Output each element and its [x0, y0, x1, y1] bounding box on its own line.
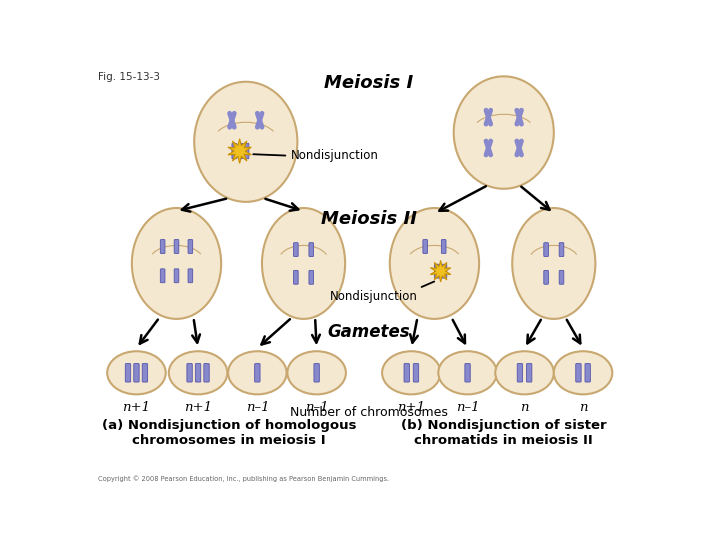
Ellipse shape: [382, 351, 441, 394]
FancyBboxPatch shape: [204, 363, 210, 382]
Text: Fig. 15-13-3: Fig. 15-13-3: [98, 72, 160, 83]
FancyBboxPatch shape: [434, 264, 439, 278]
FancyBboxPatch shape: [413, 363, 418, 382]
FancyBboxPatch shape: [232, 143, 237, 159]
FancyBboxPatch shape: [526, 363, 532, 382]
FancyBboxPatch shape: [441, 240, 446, 253]
FancyBboxPatch shape: [161, 240, 165, 253]
Text: Nondisjunction: Nondisjunction: [290, 149, 378, 162]
Text: n–1: n–1: [456, 401, 480, 414]
Ellipse shape: [454, 76, 554, 189]
Ellipse shape: [262, 208, 345, 319]
Text: (a) Nondisjunction of homologous
chromosomes in meiosis I: (a) Nondisjunction of homologous chromos…: [102, 419, 356, 447]
Text: n–1: n–1: [305, 401, 328, 414]
FancyBboxPatch shape: [404, 363, 410, 382]
Ellipse shape: [168, 351, 228, 394]
FancyBboxPatch shape: [423, 240, 428, 253]
Ellipse shape: [438, 351, 497, 394]
FancyBboxPatch shape: [143, 363, 148, 382]
FancyBboxPatch shape: [188, 240, 193, 253]
FancyBboxPatch shape: [244, 143, 249, 159]
Text: Copyright © 2008 Pearson Education, Inc., publishing as Pearson Benjamin Cumming: Copyright © 2008 Pearson Education, Inc.…: [98, 475, 389, 482]
Polygon shape: [228, 139, 251, 164]
Text: Gametes: Gametes: [328, 323, 410, 341]
Text: n+1: n+1: [184, 401, 212, 414]
FancyBboxPatch shape: [161, 269, 165, 283]
Ellipse shape: [228, 351, 287, 394]
FancyBboxPatch shape: [309, 271, 314, 284]
Text: Number of chromosomes: Number of chromosomes: [290, 406, 448, 419]
Text: Meiosis II: Meiosis II: [321, 210, 417, 227]
FancyBboxPatch shape: [559, 271, 564, 284]
Ellipse shape: [132, 208, 221, 319]
Ellipse shape: [554, 351, 612, 394]
FancyBboxPatch shape: [294, 271, 298, 284]
FancyBboxPatch shape: [238, 143, 243, 159]
FancyBboxPatch shape: [465, 363, 470, 382]
Ellipse shape: [194, 82, 297, 202]
Ellipse shape: [287, 351, 346, 394]
Ellipse shape: [390, 208, 479, 319]
FancyBboxPatch shape: [174, 240, 179, 253]
Ellipse shape: [512, 208, 595, 319]
Text: Nondisjunction: Nondisjunction: [330, 291, 418, 303]
FancyBboxPatch shape: [576, 363, 581, 382]
FancyBboxPatch shape: [442, 264, 447, 278]
FancyBboxPatch shape: [544, 271, 549, 284]
FancyBboxPatch shape: [195, 363, 201, 382]
Text: (b) Nondisjunction of sister
chromatids in meiosis II: (b) Nondisjunction of sister chromatids …: [401, 419, 606, 447]
FancyBboxPatch shape: [255, 363, 260, 382]
FancyBboxPatch shape: [544, 242, 549, 256]
FancyBboxPatch shape: [134, 363, 139, 382]
FancyBboxPatch shape: [314, 363, 320, 382]
FancyBboxPatch shape: [125, 363, 131, 382]
Ellipse shape: [107, 351, 166, 394]
Text: n–1: n–1: [246, 401, 269, 414]
FancyBboxPatch shape: [294, 242, 298, 256]
Polygon shape: [431, 260, 451, 282]
FancyBboxPatch shape: [188, 269, 193, 283]
FancyBboxPatch shape: [309, 242, 314, 256]
FancyBboxPatch shape: [559, 242, 564, 256]
Text: n+1: n+1: [122, 401, 150, 414]
Text: n: n: [579, 401, 588, 414]
Text: Meiosis I: Meiosis I: [325, 74, 413, 92]
FancyBboxPatch shape: [187, 363, 192, 382]
FancyBboxPatch shape: [517, 363, 523, 382]
Ellipse shape: [495, 351, 554, 394]
Text: n+1: n+1: [397, 401, 426, 414]
FancyBboxPatch shape: [174, 269, 179, 283]
Text: n: n: [521, 401, 528, 414]
FancyBboxPatch shape: [585, 363, 590, 382]
